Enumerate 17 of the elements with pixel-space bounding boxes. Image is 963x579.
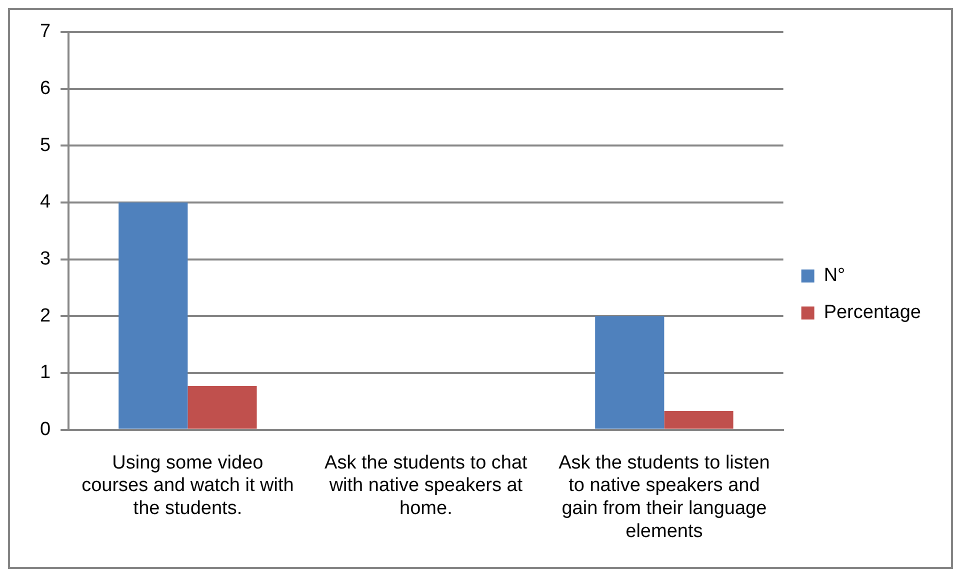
- y-tick-label: 5: [40, 134, 51, 156]
- y-tick-label: 6: [40, 78, 51, 100]
- bar: [664, 411, 734, 429]
- legend-label: N°: [824, 265, 846, 286]
- y-tick-label: 0: [40, 419, 51, 440]
- y-tick-label: 4: [40, 192, 51, 213]
- legend-label: Percentage: [824, 302, 922, 324]
- y-tick-label: 7: [40, 21, 51, 42]
- bar: [188, 386, 257, 429]
- x-tick-label: Using some video courses and watch it with the students.: [82, 452, 294, 520]
- x-tick-label: Ask the students to listen to native speakers and gain from their language elements: [558, 452, 770, 542]
- y-tick-label: 2: [40, 305, 51, 326]
- bar: [118, 202, 188, 429]
- x-tick-label: Ask the students to chat with native speakers at home.: [324, 452, 528, 520]
- y-tick-label: 1: [40, 362, 51, 384]
- y-tick-label: 3: [40, 248, 51, 270]
- bar: [595, 316, 664, 429]
